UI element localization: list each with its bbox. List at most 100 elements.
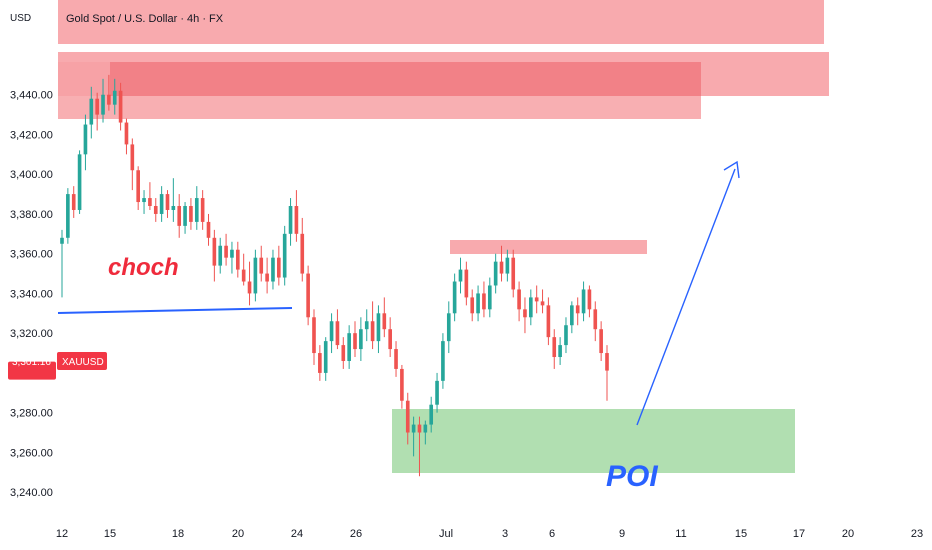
candle-body [570,305,574,326]
bearish-candle [148,182,152,210]
price-tick-label: 3,280.00 [10,408,53,420]
candle-body [517,289,521,310]
top-supply-zone [58,0,824,44]
candle-body [107,94,111,105]
bullish-candle [441,333,445,389]
bearish-candle [587,285,592,318]
zones-layer [58,0,829,473]
candle-body [288,206,293,234]
candle-body [71,194,76,210]
time-tick-label: 23 [911,528,923,540]
candle-body [153,206,158,214]
candle-body [177,206,182,226]
bullish-candle [101,78,105,123]
candle-body [165,194,170,210]
time-tick-label: 18 [172,528,184,540]
candle-body [200,198,205,222]
price-tick-label: 3,240.00 [10,487,53,499]
bearish-candle [118,82,123,131]
bullish-candle [435,372,439,413]
candle-body [142,198,146,203]
price-axis[interactable]: 3,440.00 3,420.00 3,400.00 3,380.00 3,360.00… [10,90,53,499]
bullish-candle [458,257,463,294]
bullish-candle [493,253,498,294]
bullish-candle [112,78,117,115]
bearish-candle [200,190,205,230]
bearish-candle [124,118,129,155]
time-tick-label: 26 [350,528,362,540]
candle-body [476,293,480,314]
candle-body [446,313,451,342]
candle-body [587,289,592,310]
candle-body [499,261,504,274]
candle-body [112,90,117,105]
bearish-candle [130,138,135,191]
bearish-candle [318,345,322,381]
currency-label: USD [10,13,31,24]
candle-body [329,321,334,342]
candle-body [411,424,416,433]
bullish-candle [83,114,88,171]
candles-layer [60,74,609,477]
bearish-candle [212,229,217,282]
bullish-candle [282,225,287,286]
bearish-candle [294,190,299,242]
candle-body [277,257,281,278]
bearish-candle [353,321,357,358]
candle-body [417,424,422,433]
bearish-candle [599,321,603,361]
candle-body [493,261,498,286]
bearish-candle [71,186,76,218]
candle-body [194,198,199,222]
candle-body [505,257,510,274]
candle-body [470,297,475,314]
candle-body [124,122,129,145]
candle-body [159,194,164,214]
time-tick-label: 9 [619,528,625,540]
bullish-candle [329,313,334,354]
candle-body [529,297,533,318]
bearish-candle [241,253,246,286]
bearish-candle [575,297,580,326]
bullish-candle [77,150,82,214]
candle-body [540,301,545,306]
bearish-candle [335,309,340,350]
candle-body [581,289,586,314]
bullish-candle [347,325,351,369]
bullish-candle [171,178,176,222]
candle-body [148,198,152,207]
candle-body [575,305,580,314]
candle-body [364,321,369,330]
bullish-candle [230,241,234,274]
candle-body [253,257,258,294]
candle-body [318,353,322,373]
bearish-candle [517,281,521,322]
bullish-candle [452,273,457,322]
drawings-layer [57,160,740,426]
candle-body [523,309,527,318]
time-axis[interactable]: 12 15 18 20 24 26 Jul 3 6 9 11 15 17 20 23 [56,528,923,540]
bearish-candle [394,341,398,377]
bullish-candle [89,86,94,139]
candle-body [359,329,363,350]
candle-body [552,337,557,358]
bullish-candle [487,277,492,318]
bearish-candle [523,297,527,334]
candle-body [189,206,193,222]
bearish-candle [593,301,598,342]
bearish-candle [370,301,375,350]
bullish-candle [323,337,328,381]
bullish-candle [423,420,428,445]
bullish-candle [529,289,533,326]
bearish-candle [388,317,392,358]
minor-supply-zone [450,240,647,254]
bearish-candle [382,297,387,338]
candle-body [206,221,211,238]
bearish-candle [482,281,486,318]
bearish-candle [605,345,609,401]
time-tick-label: Jul [439,528,453,540]
bearish-candle [470,289,475,322]
bearish-candle [300,217,305,282]
candle-body [452,281,457,314]
